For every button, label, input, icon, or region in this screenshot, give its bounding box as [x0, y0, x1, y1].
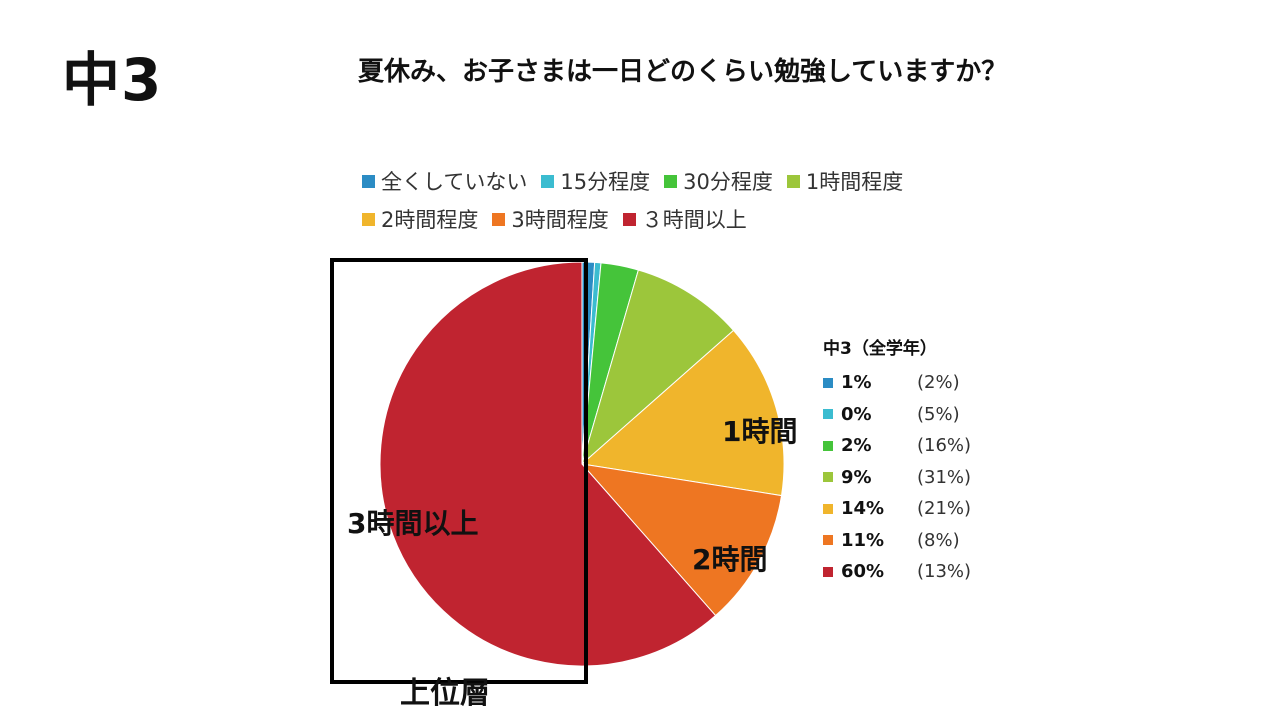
pie-slice-3hours-plus — [379, 261, 717, 667]
slice-label-1hour: 1時間 — [722, 415, 798, 448]
comparison-grade-pct: 1% — [841, 372, 872, 394]
comparison-grade-pct: 0% — [841, 403, 872, 425]
legend-label: 15分程度 — [560, 170, 651, 194]
comparison-all-pct: (8%) — [917, 529, 960, 551]
legend-entry-2hours: 2時間程度 — [362, 204, 478, 234]
legend-swatch — [362, 174, 375, 188]
slice-label-2hours: 2時間 — [692, 543, 768, 576]
comparison-row: 60% (13%) — [823, 556, 1013, 588]
highlight-caption: 上位層 — [400, 676, 490, 711]
legend-label: 2時間程度 — [381, 208, 479, 232]
comparison-swatch — [823, 472, 833, 483]
comparison-grade-pct: 2% — [841, 435, 872, 457]
pie-slice-3hours — [580, 463, 783, 617]
comparison-swatch — [823, 503, 833, 514]
pie-slice-1hour — [581, 269, 735, 466]
legend-swatch — [492, 212, 506, 226]
legend-label: 3時間程度 — [511, 208, 609, 232]
comparison-swatch — [823, 535, 833, 546]
legend-entry-30min: 30分程度 — [664, 166, 773, 196]
comparison-grade-pct: 60% — [841, 561, 885, 583]
chart-legend: 全くしていない 15分程度 30分程度 1時間程度 2時間程度 3時間程度 ３時… — [362, 166, 1002, 234]
comparison-swatch — [823, 440, 833, 451]
comparison-grade-pct: 11% — [841, 529, 885, 551]
legend-swatch — [664, 174, 678, 188]
comparison-row: 2% (16%) — [823, 430, 1013, 462]
comparison-panel: 中3（全学年） 1% (2%) 0% (5%) 2% (16%) 9% (31%… — [823, 334, 1013, 588]
comparison-all-pct: (21%) — [917, 498, 972, 520]
legend-swatch — [362, 212, 375, 226]
comparison-all-pct: (5%) — [917, 403, 960, 425]
comparison-row: 11% (8%) — [823, 525, 1013, 557]
comparison-row: 1% (2%) — [823, 367, 1013, 399]
grade-title: 中3 — [62, 46, 163, 114]
slice-label-3hours-plus: 3時間以上 — [347, 507, 479, 540]
legend-label: ３時間以上 — [641, 208, 747, 232]
legend-swatch — [541, 174, 555, 188]
legend-label: 30分程度 — [683, 170, 773, 194]
pie-slice-2hours — [580, 329, 785, 497]
comparison-all-pct: (31%) — [917, 466, 972, 488]
legend-entry-3hours: 3時間程度 — [492, 204, 609, 234]
chart-title: 夏休み、お子さまは一日どのくらい勉強していますか？ — [358, 57, 1008, 87]
comparison-all-pct: (16%) — [917, 435, 972, 457]
legend-entry-15min: 15分程度 — [541, 166, 650, 196]
comparison-swatch — [823, 566, 833, 577]
legend-entry-3hours-plus: ３時間以上 — [622, 204, 747, 234]
comparison-swatch — [823, 409, 833, 420]
legend-swatch — [786, 174, 800, 188]
comparison-swatch — [823, 377, 833, 388]
comparison-grade-pct: 9% — [841, 466, 872, 488]
comparison-row: 0% (5%) — [823, 399, 1013, 431]
legend-entry-1hour: 1時間程度 — [786, 166, 904, 196]
legend-swatch — [622, 212, 636, 226]
comparison-row: 14% (21%) — [823, 493, 1013, 525]
comparison-title: 中3（全学年） — [823, 339, 937, 359]
comparison-row: 9% (31%) — [823, 462, 1013, 494]
comparison-all-pct: (2%) — [917, 372, 960, 394]
comparison-grade-pct: 14% — [841, 498, 885, 520]
highlight-box — [330, 258, 588, 684]
comparison-all-pct: (13%) — [917, 561, 972, 583]
legend-label: 1時間程度 — [805, 170, 904, 194]
legend-entry-none: 全くしていない — [362, 166, 527, 196]
legend-label: 全くしていない — [381, 170, 528, 194]
